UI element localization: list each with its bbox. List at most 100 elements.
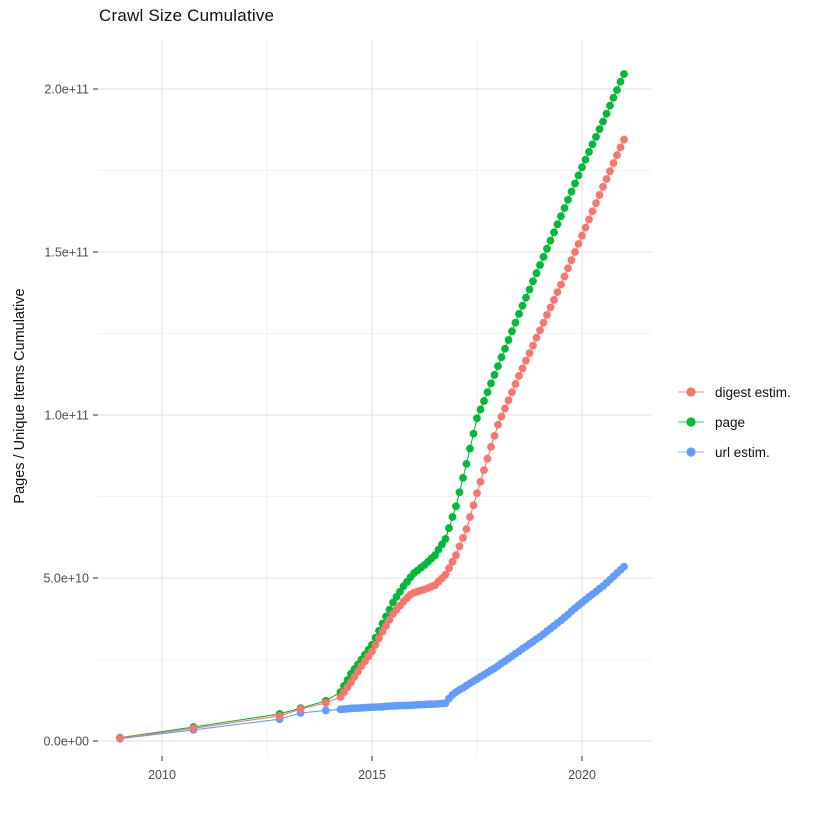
data-point [609, 159, 618, 167]
data-point [389, 598, 397, 607]
legend-key-page [678, 417, 704, 427]
data-point [515, 372, 523, 380]
data-point [518, 301, 527, 310]
data-point [490, 371, 499, 379]
data-point [553, 220, 562, 229]
data-point [539, 318, 548, 327]
data-point [455, 488, 464, 497]
data-point [480, 397, 488, 405]
series-url-estim [116, 562, 628, 743]
legend-item-digest-estim: digest estim. [676, 377, 791, 407]
gridlines [98, 41, 652, 756]
data-point [448, 557, 457, 566]
data-point [459, 474, 467, 482]
data-point [616, 77, 625, 86]
data-point [445, 524, 453, 532]
data-point [571, 179, 579, 188]
legend-label: page [715, 414, 746, 430]
data-point [504, 336, 513, 344]
data-point [581, 155, 590, 164]
data-point [525, 349, 534, 357]
data-point [501, 404, 509, 413]
data-point [508, 388, 516, 397]
data-point [116, 734, 124, 742]
data-point [599, 117, 607, 126]
data-point [385, 615, 394, 624]
data-point [529, 277, 537, 286]
data-point [532, 333, 541, 342]
data-point [613, 86, 621, 94]
chart-title: Crawl Size Cumulative [99, 6, 275, 25]
data-point [606, 167, 614, 176]
data-point [543, 244, 551, 253]
data-point [321, 699, 330, 707]
data-point [371, 640, 380, 649]
data-point [476, 477, 485, 486]
data-point [511, 318, 520, 327]
data-point [275, 712, 284, 720]
data-point [473, 414, 481, 423]
data-point [536, 326, 544, 335]
data-point [574, 240, 583, 248]
data-point [574, 171, 583, 180]
data-point [578, 163, 586, 172]
y-tick-label: 0.0e+00 [43, 735, 89, 749]
data-point [462, 460, 471, 468]
data-point [595, 191, 604, 199]
series-digest-estim [116, 135, 628, 742]
data-point [553, 288, 562, 296]
data-point [564, 195, 572, 204]
data-point [588, 207, 597, 216]
data-point [487, 443, 495, 451]
data-point [616, 143, 625, 152]
data-point [550, 296, 558, 304]
y-axis: 0.0e+00 5.0e+10 1.0e+11 1.5e+11 2.0e+11 [43, 83, 98, 749]
data-point [504, 396, 513, 405]
x-axis: 2010 2015 2020 [148, 756, 596, 782]
data-point [532, 269, 541, 278]
legend-item-page: page [676, 407, 791, 437]
data-point [497, 412, 506, 421]
data-point [564, 264, 572, 273]
data-point [620, 135, 628, 144]
data-point [473, 489, 481, 498]
x-tick-label: 2015 [358, 768, 386, 782]
data-point [511, 380, 520, 388]
data-point [529, 341, 537, 350]
data-point [515, 310, 523, 318]
data-point [487, 379, 495, 388]
data-point [483, 388, 492, 397]
data-point [592, 199, 600, 208]
legend-key-url-estim [678, 447, 704, 457]
data-point [452, 551, 460, 560]
data-point [378, 627, 387, 636]
data-point [368, 647, 376, 656]
data-point [296, 705, 305, 713]
data-point [445, 564, 453, 573]
y-tick-label: 5.0e+10 [43, 572, 89, 586]
data-point [448, 513, 457, 521]
data-point [480, 466, 488, 474]
data-point [455, 542, 464, 551]
data-point [546, 236, 555, 245]
data-point [571, 248, 579, 256]
y-tick-label: 1.0e+11 [44, 409, 89, 423]
x-tick-label: 2020 [568, 768, 596, 782]
data-point [452, 502, 460, 511]
data-point [469, 429, 478, 438]
data-point [494, 362, 502, 370]
data-point [525, 285, 534, 294]
data-point [609, 93, 618, 102]
data-point [546, 303, 555, 312]
data-point [462, 525, 471, 533]
data-point [560, 272, 569, 281]
data-point [560, 204, 569, 212]
data-point [595, 125, 604, 133]
legend-key-digest-estim [678, 387, 704, 397]
y-tick-label: 2.0e+11 [44, 83, 89, 97]
data-point [501, 344, 509, 353]
data-point [606, 101, 614, 110]
legend-label: url estim. [715, 444, 770, 460]
data-point [483, 454, 492, 463]
